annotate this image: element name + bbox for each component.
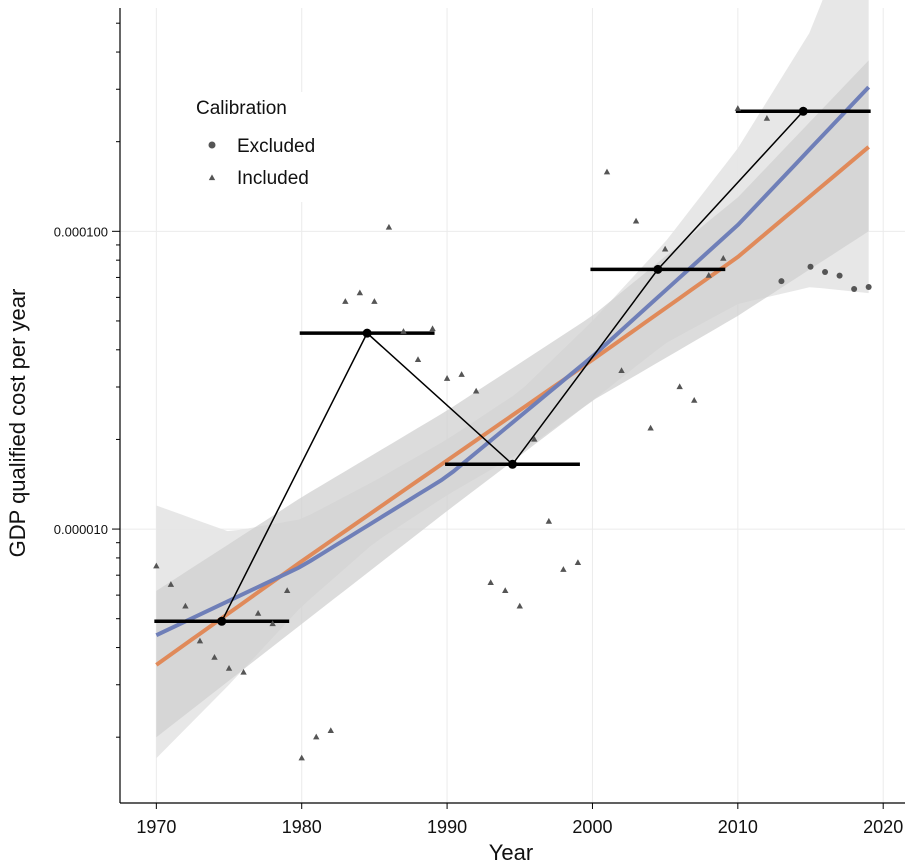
included-point: [269, 620, 276, 627]
orange-fit-confidence-band: [156, 60, 869, 738]
included-point: [531, 435, 538, 442]
legend-label: Excluded: [237, 136, 315, 157]
included-point: [153, 562, 160, 569]
excluded-point: [807, 263, 814, 270]
y-tick-label: 0.000010: [54, 522, 108, 537]
decade-mean-point: [217, 616, 227, 626]
excluded-point: [836, 272, 843, 279]
excluded-point: [778, 278, 785, 285]
included-point: [661, 245, 669, 252]
included-point: [443, 375, 451, 381]
included-point: [545, 517, 553, 524]
included-point: [603, 168, 611, 175]
included-point: [371, 298, 378, 304]
included-point: [254, 610, 262, 616]
data-points: [153, 105, 872, 761]
x-tick-label: 2000: [572, 817, 612, 837]
included-point: [618, 367, 625, 373]
x-tick-label: 2010: [718, 817, 758, 837]
x-axis-title: Year: [489, 840, 533, 865]
legend-excluded-marker: [208, 141, 216, 149]
included-point: [676, 383, 683, 390]
confidence-bands: [156, 0, 869, 759]
included-point: [429, 325, 436, 332]
included-point: [182, 602, 189, 609]
included-point: [225, 664, 233, 671]
included-point: [763, 115, 771, 121]
legend: Calibration Excluded Included: [188, 92, 338, 202]
excluded-point: [822, 269, 829, 276]
excluded-point: [851, 286, 858, 293]
included-point: [734, 105, 742, 111]
decade-mean-point: [362, 328, 372, 338]
included-point: [720, 254, 727, 261]
x-tick-label: 1970: [136, 817, 176, 837]
included-point: [487, 579, 494, 585]
included-point: [283, 587, 291, 594]
included-point: [400, 328, 407, 334]
excluded-point: [865, 284, 872, 291]
included-point: [560, 566, 567, 572]
included-point: [691, 397, 698, 403]
decade-means: [154, 106, 871, 626]
x-tick-label: 2020: [863, 817, 903, 837]
included-point: [632, 217, 640, 224]
x-tick-label: 1980: [282, 817, 322, 837]
legend-title: Calibration: [196, 98, 287, 119]
included-point: [647, 424, 654, 431]
y-axis-title: GDP qualified cost per year: [5, 289, 30, 558]
decade-mean-point: [798, 106, 808, 116]
included-point: [327, 727, 334, 734]
fit-lines: [155, 85, 871, 667]
included-point: [502, 587, 509, 594]
included-point: [472, 387, 480, 394]
included-point: [313, 733, 320, 740]
included-point: [298, 754, 305, 761]
axes: 1970 1980 1990 2000 2010 2020 0.000010 0.000100…: [54, 8, 905, 837]
included-point: [211, 654, 218, 660]
included-point: [342, 298, 349, 304]
included-point: [167, 581, 175, 587]
legend-included-marker: [208, 174, 216, 181]
included-point: [385, 223, 393, 230]
included-point: [574, 559, 582, 566]
included-point: [516, 602, 523, 609]
included-point: [356, 289, 364, 296]
blue-fit-line: [155, 85, 871, 638]
decade-mean-point: [508, 459, 517, 469]
included-point: [705, 272, 712, 278]
decade-mean-point: [653, 264, 663, 274]
included-point: [240, 668, 247, 675]
included-point: [414, 356, 422, 363]
y-tick-label: 0.000100: [54, 224, 108, 239]
included-point: [458, 371, 465, 377]
included-point: [196, 637, 204, 644]
x-tick-label: 1990: [427, 817, 467, 837]
legend-label: Included: [237, 168, 309, 189]
